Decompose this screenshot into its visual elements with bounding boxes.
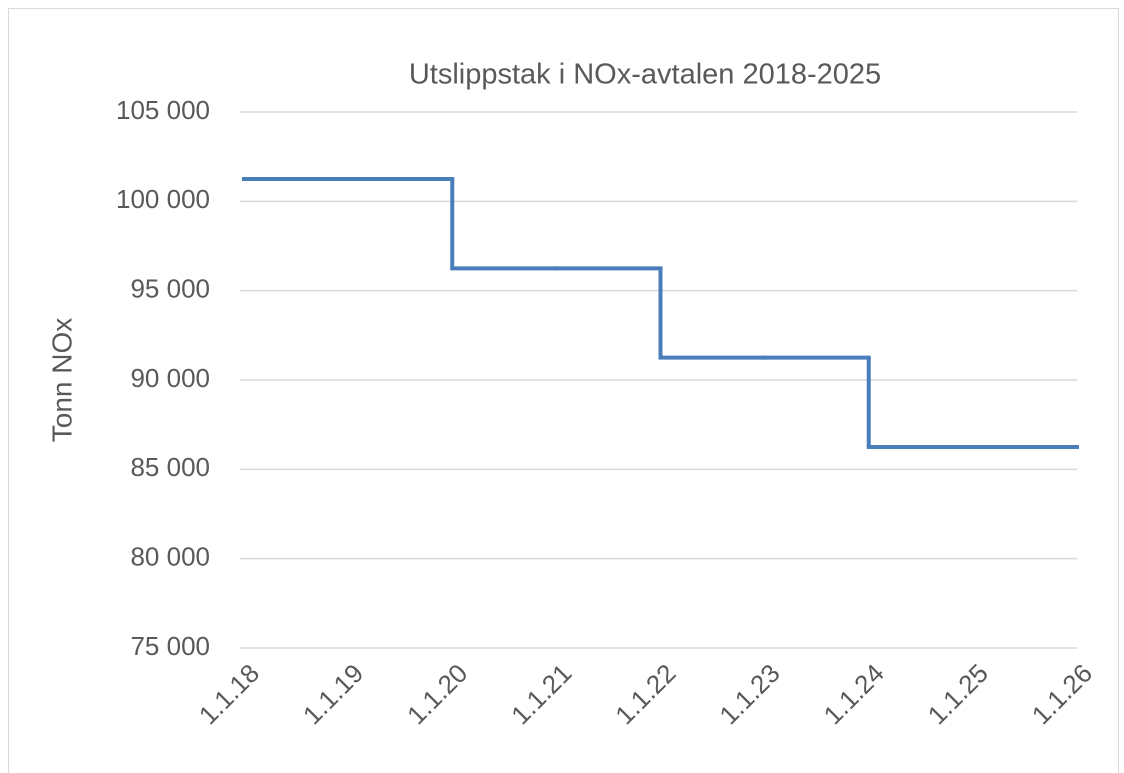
y-tick-label: 85 000 — [130, 452, 210, 482]
y-axis-title: Tonn NOx — [46, 318, 77, 443]
chart-border — [8, 8, 1119, 773]
y-tick-label: 100 000 — [116, 184, 210, 214]
y-tick-label: 80 000 — [130, 542, 210, 572]
y-tick-label: 105 000 — [116, 95, 210, 125]
y-tick-label: 75 000 — [130, 631, 210, 661]
y-tick-label: 90 000 — [130, 363, 210, 393]
chart-title: Utslippstak i NOx-avtalen 2018-2025 — [409, 59, 881, 91]
y-tick-label: 95 000 — [130, 274, 210, 304]
